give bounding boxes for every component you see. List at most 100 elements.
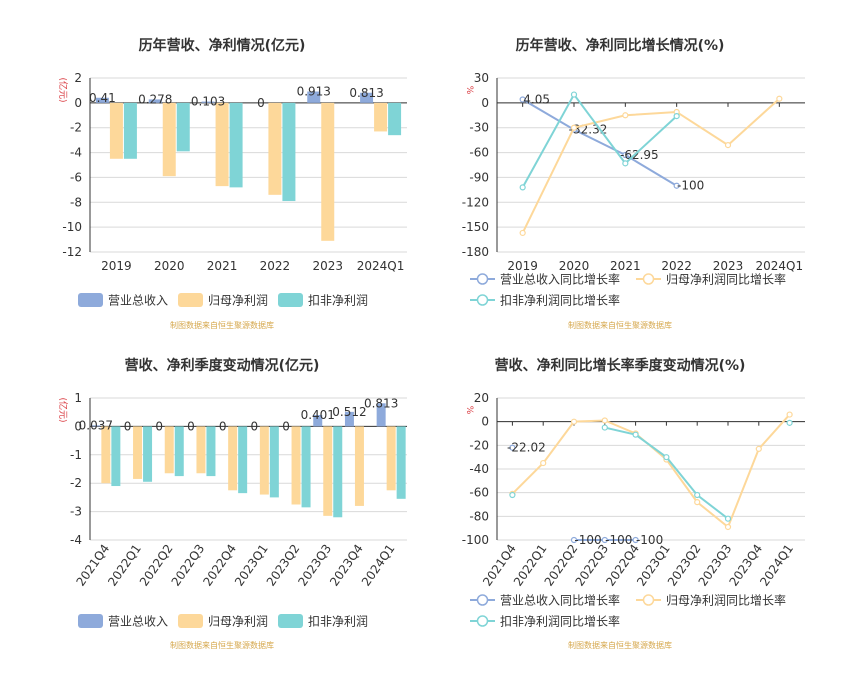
legend-swatch <box>278 614 303 628</box>
chart-title: 历年营收、净利同比增长情况(%) <box>516 37 725 54</box>
legend-label: 营业总收入 <box>108 615 168 629</box>
legend-item: 扣非净利润 <box>278 293 368 308</box>
series-point-扣非净利润同比增长率 <box>510 493 515 498</box>
legend-marker <box>478 616 488 626</box>
x-tick-label: 2020 <box>559 259 590 273</box>
y-unit-label: (亿元) <box>57 397 69 422</box>
legend-item: 营业总收入 <box>78 614 168 629</box>
series-line-扣非净利润同比增长率 <box>523 95 677 188</box>
series-point-归母净利润同比增长率 <box>726 143 731 148</box>
bar-扣非净利润 <box>302 426 311 507</box>
bar-扣非净利润 <box>175 426 184 476</box>
bar-归母净利润 <box>355 426 364 506</box>
series-line-营业总收入同比增长率 <box>523 100 677 186</box>
point-data-label: -100 <box>677 179 704 193</box>
series-point-扣非净利润同比增长率 <box>674 114 679 119</box>
series-point-归母净利润同比增长率 <box>787 412 792 417</box>
y-tick-label: -3 <box>70 505 82 519</box>
bar-扣非净利润 <box>206 426 215 476</box>
legend-swatch <box>78 614 103 628</box>
x-tick-label: 2024Q1 <box>756 259 804 273</box>
bar-data-label: 0.512 <box>332 405 366 419</box>
legend-label: 扣非净利润同比增长率 <box>500 614 620 629</box>
legend-swatch <box>178 614 203 628</box>
source-note: 制图数据来自恒生聚源数据库 <box>568 640 672 650</box>
legend-label: 营业总收入同比增长率 <box>500 272 620 287</box>
legend-item: 归母净利润 <box>178 293 268 308</box>
legend-marker <box>478 295 488 305</box>
legend-label: 营业总收入同比增长率 <box>500 593 620 608</box>
y-tick-label: -4 <box>70 146 82 160</box>
series-point-扣非净利润同比增长率 <box>695 493 700 498</box>
y-tick-label: -150 <box>462 220 489 234</box>
bar-data-label: 0.813 <box>364 396 398 410</box>
y-tick-label: -10 <box>62 220 82 234</box>
point-data-label: -100 <box>574 533 601 547</box>
legend-label: 扣非净利润同比增长率 <box>500 293 620 308</box>
x-tick-label: 2023 <box>312 259 343 273</box>
legend-item: 营业总收入同比增长率 <box>470 593 620 608</box>
legend-label: 归母净利润 <box>208 615 268 629</box>
bar-扣非净利润 <box>238 426 247 493</box>
y-tick-label: -60 <box>469 486 489 500</box>
bar-归母净利润 <box>196 426 205 473</box>
legend-item: 营业总收入 <box>78 293 168 308</box>
legend-label: 归母净利润同比增长率 <box>666 272 786 287</box>
legend-label: 营业总收入 <box>108 294 168 308</box>
bar-归母净利润 <box>268 103 281 195</box>
y-tick-label: -90 <box>469 170 489 184</box>
chart-panel-4: 营收、净利同比增长率季度变动情况(%)%200-20-40-60-80-1002… <box>462 357 805 650</box>
x-tick-label: 2019 <box>507 259 538 273</box>
bar-data-label: 0.103 <box>191 95 225 109</box>
point-data-label: -100 <box>605 533 632 547</box>
bar-扣非净利润 <box>333 426 342 517</box>
x-tick-label: 2019 <box>101 259 132 273</box>
bar-data-label: 0 <box>124 419 132 433</box>
bar-归母净利润 <box>321 103 334 241</box>
point-data-label: -100 <box>636 533 663 547</box>
chart-title: 营收、净利同比增长率季度变动情况(%) <box>495 357 746 374</box>
series-line-扣非净利润同比增长率 <box>605 428 728 519</box>
point-data-label: -22.02 <box>507 441 546 455</box>
x-tick-label: 2024Q1 <box>359 542 398 589</box>
bar-归母净利润 <box>110 103 123 159</box>
x-tick-label: 2023 <box>713 259 744 273</box>
chart-title: 历年营收、净利情况(亿元) <box>139 37 306 54</box>
bar-扣非净利润 <box>177 103 190 151</box>
bar-归母净利润 <box>133 426 142 479</box>
series-point-归母净利润同比增长率 <box>777 96 782 101</box>
y-tick-label: -2 <box>70 476 82 490</box>
y-tick-label: 0 <box>74 96 82 110</box>
y-tick-label: 20 <box>474 391 489 405</box>
series-point-归母净利润同比增长率 <box>541 461 546 466</box>
y-tick-label: -8 <box>70 195 82 209</box>
x-tick-label: 2024Q1 <box>357 259 405 273</box>
series-point-扣非净利润同比增长率 <box>520 185 525 190</box>
y-tick-label: -60 <box>469 146 489 160</box>
bar-data-label: 0.813 <box>349 86 383 100</box>
bar-data-label: 0.913 <box>297 85 331 99</box>
legend-label: 扣非净利润 <box>308 294 368 308</box>
legend-swatch <box>78 293 103 307</box>
bar-归母净利润 <box>165 426 174 473</box>
series-point-归母净利润同比增长率 <box>572 125 577 130</box>
bar-归母净利润 <box>374 103 387 132</box>
legend-marker <box>644 274 654 284</box>
bar-data-label: 0 <box>187 419 195 433</box>
series-point-扣非净利润同比增长率 <box>623 161 628 166</box>
y-tick-label: -40 <box>469 462 489 476</box>
legend-label: 归母净利润同比增长率 <box>666 593 786 608</box>
bar-归母净利润 <box>101 426 110 483</box>
bar-data-label: 0 <box>219 419 227 433</box>
bar-data-label: 0 <box>257 96 265 110</box>
series-point-扣非净利润同比增长率 <box>633 432 638 437</box>
y-tick-label: -4 <box>70 533 82 547</box>
bar-归母净利润 <box>228 426 237 490</box>
x-tick-label: 2022 <box>260 259 291 273</box>
bar-扣非净利润 <box>388 103 401 135</box>
legend-label: 扣非净利润 <box>308 615 368 629</box>
y-tick-label: 2 <box>74 71 82 85</box>
